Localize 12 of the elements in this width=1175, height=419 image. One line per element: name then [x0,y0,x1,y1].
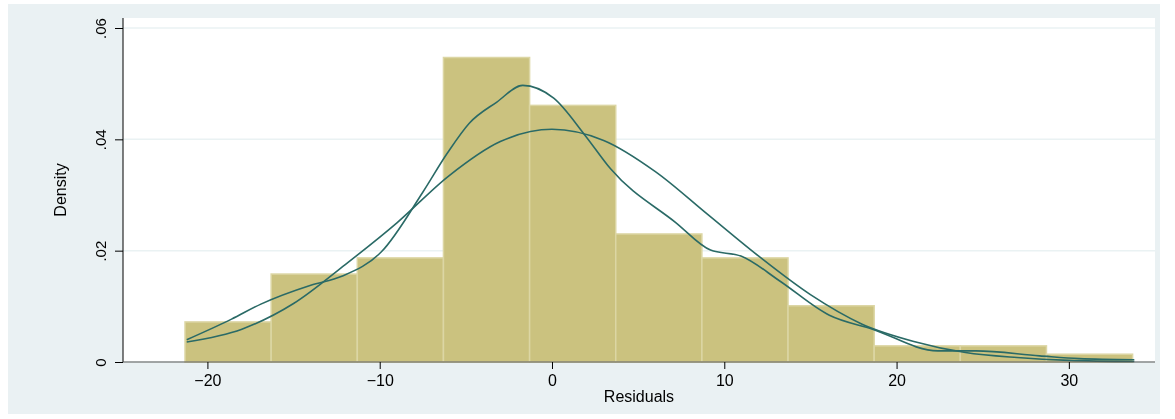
y-tick-label: 0 [92,358,110,367]
x-tick-label: 20 [888,372,907,390]
x-axis-title: Residuals [603,388,675,405]
x-tick-label: 30 [1060,372,1079,390]
x-tick-label: 0 [548,372,558,390]
y-axis-title: Density [52,163,69,217]
x-tick-label: −10 [366,372,394,390]
y-tick-label: .04 [92,129,110,151]
y-tick-label: .02 [92,240,110,262]
x-tick-label: −20 [194,372,222,390]
y-tick-label: .06 [92,18,110,39]
x-tick-label: 10 [715,372,734,390]
